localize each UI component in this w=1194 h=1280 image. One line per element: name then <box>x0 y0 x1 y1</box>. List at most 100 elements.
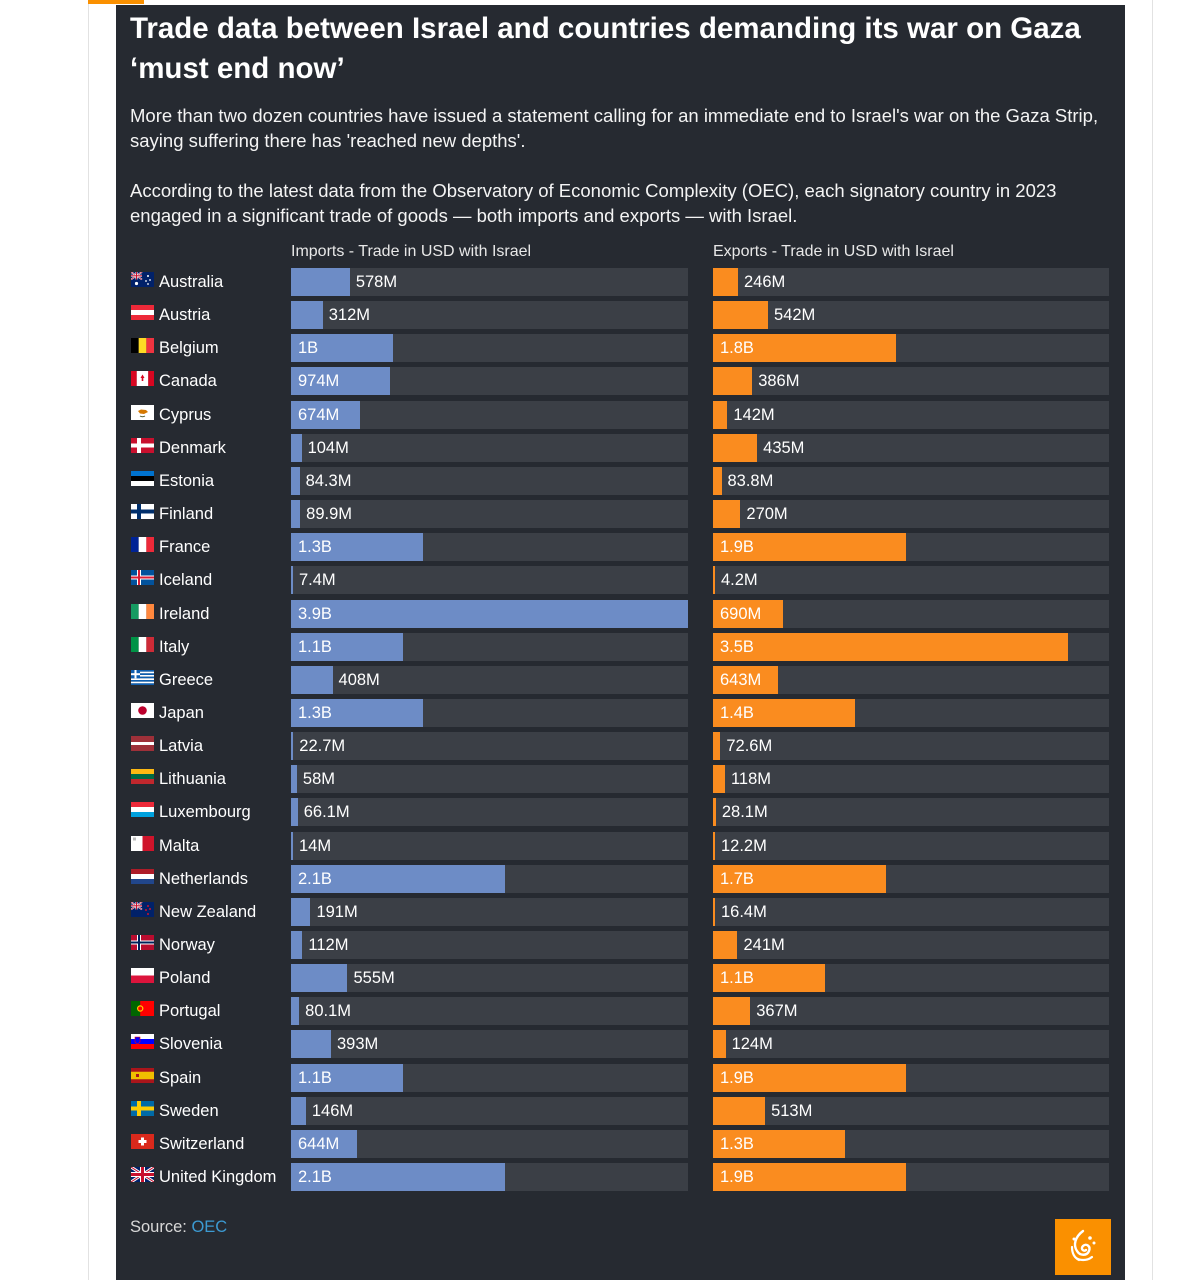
exports-value-label: 3.5B <box>720 638 754 656</box>
netherlands-flag-icon <box>131 869 154 884</box>
exports-value-label: 1.8B <box>720 339 754 357</box>
chart-title: Trade data between Israel and countries … <box>130 12 1081 85</box>
imports-track: 84.3M <box>291 467 688 495</box>
country-row-japan: Japan 1.3B 1.4B <box>116 699 1125 727</box>
exports-value-label: 241M <box>743 936 785 954</box>
source-link[interactable]: OEC <box>191 1218 228 1236</box>
imports-bar <box>291 1030 331 1058</box>
exports-value-label: 1.3B <box>720 1135 754 1153</box>
imports-track: 555M <box>291 964 688 992</box>
exports-bar <box>713 334 896 362</box>
imports-value-label: 1.1B <box>298 1069 332 1087</box>
exports-track: 1.4B <box>713 699 1109 727</box>
imports-value-label: 578M <box>355 273 398 291</box>
exports-track: 124M <box>713 1030 1109 1058</box>
exports-track: 246M <box>713 268 1109 296</box>
country-row-lithuania: Lithuania 58M 118M <box>116 765 1125 793</box>
imports-track: 1.3B <box>291 533 688 561</box>
sweden-flag-icon <box>131 1101 154 1116</box>
imports-bar <box>291 931 303 959</box>
latvia-flag-icon <box>131 736 154 751</box>
exports-value-label: 1.4B <box>720 704 754 722</box>
imports-track: 14M <box>291 832 688 860</box>
imports-bar <box>291 997 300 1025</box>
country-label: Sweden <box>159 1102 219 1120</box>
exports-value-label: 1.1B <box>720 969 754 987</box>
portugal-flag-icon <box>131 1001 154 1016</box>
imports-value-label: 112M <box>308 936 349 954</box>
source-note: Source: OEC <box>130 1218 227 1237</box>
finland-flag-icon <box>131 504 154 519</box>
lithuania-flag-icon <box>131 769 154 784</box>
imports-bar <box>291 666 333 694</box>
imports-value-label: 408M <box>338 671 380 689</box>
country-row-luxembourg: Luxembourg 66.1M 28.1M <box>116 798 1125 826</box>
austria-flag-icon <box>131 305 154 320</box>
exports-track: 367M <box>713 997 1109 1025</box>
imports-value-label: 191M <box>316 903 358 921</box>
imports-bar <box>291 401 360 429</box>
exports-track: 72.6M <box>713 732 1109 760</box>
imports-value-label: 22.7M <box>299 737 346 755</box>
spain-flag-icon <box>131 1068 154 1083</box>
exports-value-label: 1.9B <box>720 1168 754 1186</box>
denmark-flag-icon <box>131 438 154 453</box>
exports-value-label: 643M <box>720 671 762 689</box>
imports-track: 66.1M <box>291 798 688 826</box>
bar-chart-rows: Australia 578M 246M Austria 312M 542M Belgium 1… <box>116 5 1125 1205</box>
exports-track: 435M <box>713 434 1109 462</box>
country-row-latvia: Latvia 22.7M 72.6M <box>116 732 1125 760</box>
iceland-flag-icon <box>131 570 154 585</box>
imports-bar <box>291 865 505 893</box>
exports-track: 1.7B <box>713 865 1109 893</box>
imports-track: 3.9B <box>291 600 688 628</box>
imports-bar <box>291 1163 505 1191</box>
exports-bar <box>713 633 1069 661</box>
imports-value-label: 3.9B <box>298 605 332 623</box>
al-jazeera-logo-icon <box>1055 1219 1111 1275</box>
imports-bar <box>291 500 301 528</box>
country-label: Australia <box>159 273 224 291</box>
exports-bar <box>713 1097 766 1125</box>
imports-track: 408M <box>291 666 688 694</box>
country-row-finland: Finland 89.9M 270M <box>116 500 1125 528</box>
exports-track: 1.1B <box>713 964 1109 992</box>
country-row-united-kingdom: United Kingdom 2.1B 1.9B <box>116 1163 1125 1191</box>
imports-value-label: 84.3M <box>305 472 352 490</box>
imports-bar <box>291 533 424 561</box>
exports-value-label: 386M <box>758 372 800 390</box>
imports-bar <box>291 898 311 926</box>
country-label: Austria <box>159 306 211 324</box>
exports-value-label: 124M <box>731 1035 773 1053</box>
country-label: Switzerland <box>159 1135 245 1153</box>
exports-value-label: 690M <box>720 605 762 623</box>
exports-bar <box>713 997 751 1025</box>
exports-track: 12.2M <box>713 832 1109 860</box>
country-row-austria: Austria 312M 542M <box>116 301 1125 329</box>
imports-track: 1.1B <box>291 633 688 661</box>
exports-track: 270M <box>713 500 1109 528</box>
country-label: Finland <box>159 505 214 523</box>
imports-value-label: 644M <box>298 1135 340 1153</box>
exports-value-label: 28.1M <box>721 803 768 821</box>
imports-track: 146M <box>291 1097 688 1125</box>
country-row-belgium: Belgium 1B 1.8B <box>116 334 1125 362</box>
exports-value-label: 1.9B <box>720 538 754 556</box>
exports-track: 690M <box>713 600 1109 628</box>
exports-track: 643M <box>713 666 1109 694</box>
exports-bar <box>713 964 825 992</box>
exports-bar <box>713 798 716 826</box>
country-row-france: France 1.3B 1.9B <box>116 533 1125 561</box>
logo-mark-icon <box>1070 1229 1096 1262</box>
imports-track: 58M <box>291 765 688 793</box>
country-row-portugal: Portugal 80.1M 367M <box>116 997 1125 1025</box>
exports-bar <box>713 566 715 594</box>
imports-value-label: 674M <box>298 406 340 424</box>
imports-value-label: 1.3B <box>298 704 332 722</box>
country-label: Luxembourg <box>159 803 251 821</box>
imports-value-label: 1B <box>298 339 319 357</box>
country-label: Latvia <box>159 737 204 755</box>
country-row-iceland: Iceland 7.4M 4.2M <box>116 566 1125 594</box>
imports-bar <box>291 1097 306 1125</box>
imports-header: Imports - Trade in USD with Israel <box>291 243 532 260</box>
